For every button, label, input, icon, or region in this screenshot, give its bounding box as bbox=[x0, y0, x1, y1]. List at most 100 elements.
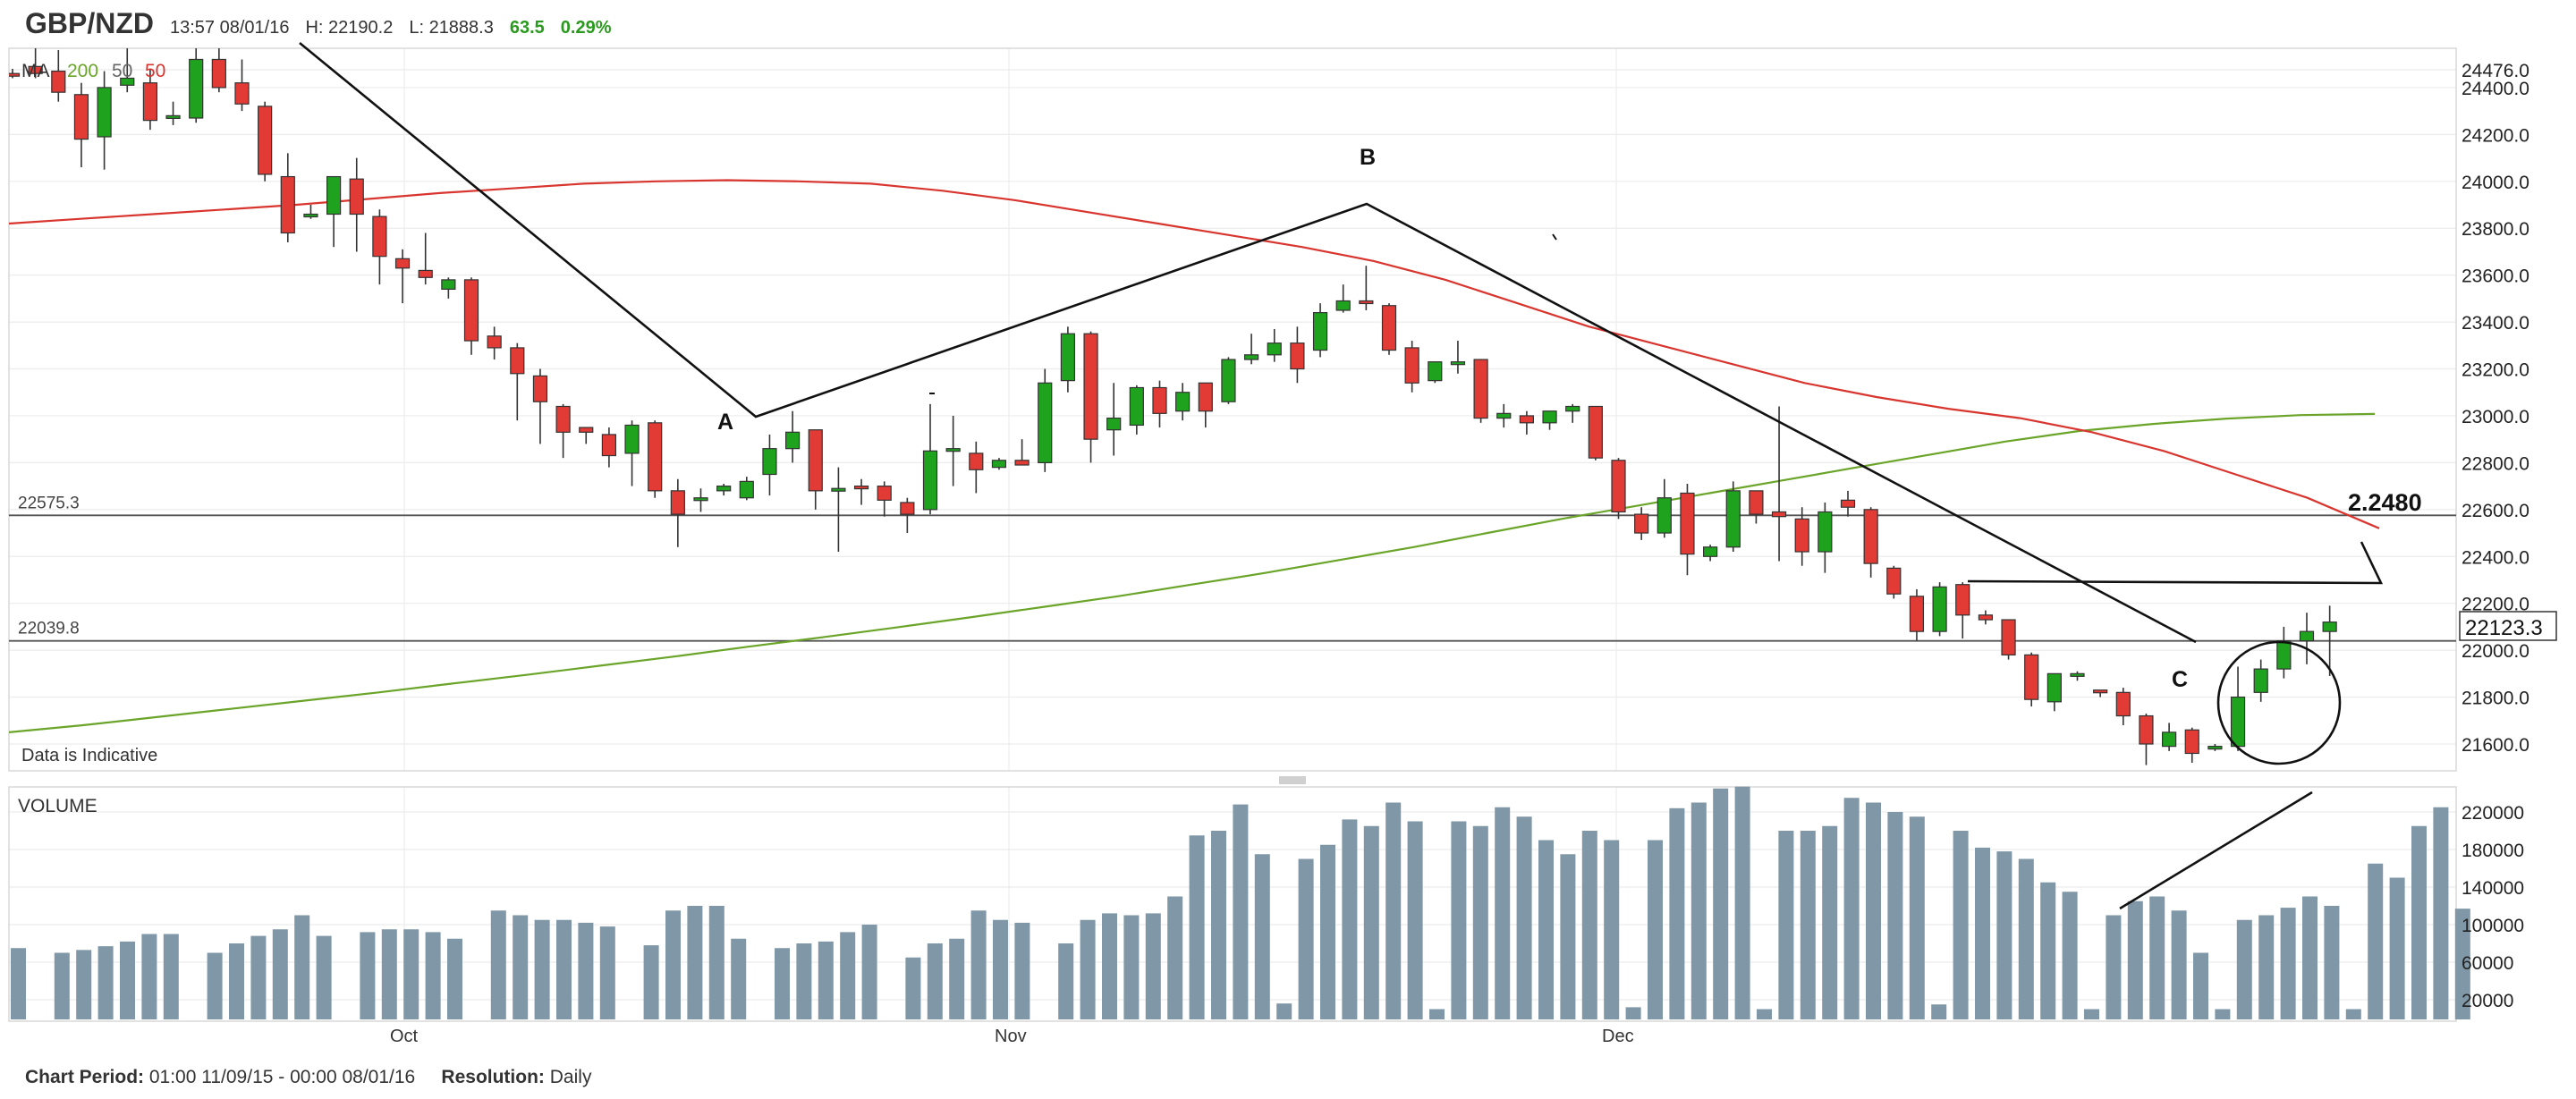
candle-up bbox=[165, 114, 181, 119]
volume-bar bbox=[54, 952, 70, 1019]
x-tick-label: Dec bbox=[1602, 1027, 1634, 1046]
volume-bar bbox=[2389, 877, 2405, 1019]
high-value: H: 22190.2 bbox=[305, 18, 394, 38]
candle-up bbox=[1335, 300, 1351, 311]
volume-bar bbox=[2454, 909, 2470, 1019]
chart-footer: Chart Period: 01:00 11/09/15 - 00:00 08/… bbox=[25, 1067, 591, 1088]
volume-bar bbox=[2193, 952, 2208, 1019]
panel-resize-handle[interactable] bbox=[1279, 776, 1306, 784]
candle-up bbox=[762, 448, 777, 476]
candle-up bbox=[2207, 746, 2223, 750]
candle-up bbox=[1243, 354, 1259, 360]
candle-down bbox=[1083, 333, 1098, 440]
price-tick-label: 22600.0 bbox=[2462, 501, 2529, 521]
volume-tick-label: 20000 bbox=[2462, 991, 2513, 1011]
volume-bar bbox=[970, 910, 987, 1019]
candle-down bbox=[9, 72, 21, 77]
volume-bar bbox=[1822, 825, 1838, 1019]
volume-bar bbox=[1604, 840, 1620, 1019]
volume-panel-frame bbox=[8, 786, 2457, 1022]
candle-up bbox=[1428, 361, 1443, 382]
candle-down bbox=[532, 375, 548, 402]
ma-legend: MA 200 50 50 bbox=[21, 61, 165, 81]
volume-bar bbox=[708, 906, 724, 1019]
volume-bar bbox=[447, 938, 462, 1019]
period-label: Chart Period: bbox=[25, 1067, 145, 1087]
reference-lines: 22575.3 22039.8 bbox=[9, 494, 2456, 642]
candle-up bbox=[716, 486, 732, 492]
volume-bar bbox=[1472, 825, 1488, 1019]
volume-bar bbox=[2084, 1009, 2099, 1019]
reference-line-label: 22575.3 bbox=[18, 494, 80, 512]
volume-bar bbox=[1887, 812, 1903, 1019]
volume-bar bbox=[796, 943, 812, 1019]
volume-bar bbox=[1123, 915, 1140, 1019]
change-value: 63.5 bbox=[509, 18, 545, 38]
candle-up bbox=[2322, 621, 2337, 632]
chart-header: GBP/NZD 13:57 08/01/16 H: 22190.2 L: 218… bbox=[25, 7, 612, 43]
candle-up bbox=[1818, 511, 1833, 553]
current-price-tag: 22123.3 bbox=[2459, 611, 2557, 641]
volume-tick-label: 140000 bbox=[2462, 878, 2524, 899]
volume-bar bbox=[1211, 831, 1226, 1019]
timestamp: 13:57 08/01/16 bbox=[170, 18, 290, 38]
volume-bar bbox=[2345, 1009, 2361, 1019]
candle-up bbox=[1565, 405, 1580, 412]
volume-bar bbox=[1996, 851, 2012, 1019]
volume-bar bbox=[1931, 1004, 1947, 1019]
volume-bar bbox=[1625, 1007, 1641, 1019]
ma-legend-label: MA bbox=[21, 61, 50, 81]
volume-tick-label: 100000 bbox=[2462, 916, 2524, 936]
candle-down bbox=[1404, 347, 1419, 384]
candle-up bbox=[2070, 672, 2085, 677]
volume-trendline bbox=[2119, 790, 2313, 910]
candle-down bbox=[28, 65, 43, 74]
volume-bar bbox=[207, 952, 223, 1019]
volume-bar bbox=[1385, 802, 1402, 1019]
ma-200-line bbox=[9, 412, 2376, 733]
volume-bar bbox=[2106, 915, 2122, 1019]
candle-down bbox=[510, 347, 525, 375]
candle-up bbox=[1702, 546, 1718, 557]
ma-legend-200: 200 bbox=[67, 61, 98, 81]
volume-bar bbox=[1233, 804, 1249, 1019]
candle-up bbox=[1129, 386, 1144, 427]
volume-bar bbox=[949, 938, 965, 1019]
volume-bar bbox=[578, 922, 594, 1019]
volume-bar bbox=[1800, 831, 1816, 1019]
volume-bar bbox=[2302, 896, 2318, 1019]
candle-down bbox=[853, 486, 869, 490]
volume-bar bbox=[2018, 858, 2034, 1019]
candle-down bbox=[1198, 382, 1213, 412]
target-line bbox=[1967, 541, 2384, 585]
volume-bar bbox=[818, 941, 834, 1019]
candle-up bbox=[97, 87, 112, 138]
volume-bar bbox=[2280, 908, 2296, 1019]
volume-bar bbox=[1320, 844, 1335, 1019]
price-panel-frame bbox=[8, 47, 2457, 772]
moving-averages bbox=[9, 179, 2380, 733]
volume-tick-label: 220000 bbox=[2462, 803, 2524, 824]
candle-down bbox=[877, 486, 892, 501]
volume-bar bbox=[2149, 896, 2165, 1019]
volume-bar bbox=[490, 910, 506, 1019]
volume-bar bbox=[2062, 892, 2078, 1019]
price-tick-label: 22000.0 bbox=[2462, 641, 2529, 662]
candle-down bbox=[1588, 405, 1603, 459]
low-value: L: 21888.3 bbox=[409, 18, 494, 38]
volume-bar bbox=[665, 910, 681, 1019]
period-value: 01:00 11/09/15 - 00:00 08/01/16 bbox=[148, 1067, 416, 1087]
volume-bar bbox=[687, 906, 703, 1019]
volume-bar bbox=[1843, 798, 1860, 1019]
volume-bar bbox=[513, 915, 529, 1019]
price-tick-label: 22400.0 bbox=[2462, 547, 2529, 568]
candle-up bbox=[1657, 497, 1672, 534]
volume-bar bbox=[1495, 807, 1511, 1019]
candle-up bbox=[945, 448, 961, 452]
price-tick-label: 22200.0 bbox=[2462, 595, 2529, 615]
current-price-box bbox=[2459, 611, 2557, 641]
candle-up bbox=[991, 460, 1007, 469]
candle-up bbox=[1175, 392, 1191, 412]
